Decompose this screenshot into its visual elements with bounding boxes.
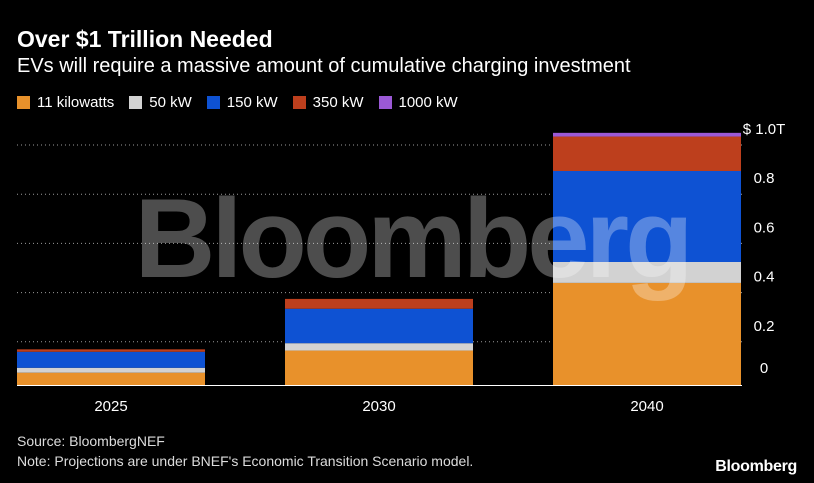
bar-segment bbox=[553, 132, 741, 137]
bar-segment bbox=[285, 308, 473, 344]
bars bbox=[17, 132, 742, 386]
legend-swatch bbox=[292, 96, 306, 109]
bar-segment bbox=[553, 262, 741, 283]
chart-title: Over $1 Trillion Needed bbox=[17, 26, 273, 52]
bar-segment bbox=[17, 351, 205, 368]
watermark: Bloomberg bbox=[134, 176, 689, 301]
legend-item: 350 kW bbox=[292, 94, 364, 111]
legend-swatch bbox=[378, 96, 392, 109]
legend-swatch bbox=[129, 96, 143, 109]
legend-item: 1000 kW bbox=[378, 94, 458, 111]
legend-label: 1000 kW bbox=[398, 94, 458, 111]
bar-segment bbox=[285, 350, 473, 385]
chart-subtitle: EVs will require a massive amount of cum… bbox=[17, 55, 631, 77]
bar-segment bbox=[553, 282, 741, 385]
legend-swatch bbox=[206, 96, 220, 109]
bar-segment bbox=[553, 170, 741, 262]
x-axis-ticks: 2025 2030 2040 bbox=[94, 398, 663, 415]
y-tick-label: 0.6 bbox=[754, 219, 775, 236]
bar-segment bbox=[17, 349, 205, 352]
legend-swatch bbox=[17, 96, 30, 109]
x-tick-label: 2025 bbox=[94, 398, 127, 415]
legend-item: 50 kW bbox=[129, 94, 192, 111]
y-tick-label: 0 bbox=[760, 360, 768, 377]
chart-legend: 11 kilowatts 50 kW 150 kW 350 kW 1000 kW bbox=[17, 94, 473, 111]
bar-segment bbox=[285, 343, 473, 351]
bloomberg-logo: Bloomberg bbox=[715, 458, 797, 475]
footnote: Note: Projections are under BNEF's Econo… bbox=[17, 453, 474, 469]
y-axis-ticks: 0 0.2 0.4 0.6 0.8 $ 1.0T bbox=[743, 121, 786, 377]
x-tick-label: 2040 bbox=[630, 398, 663, 415]
bar-segment bbox=[17, 367, 205, 373]
legend-label: 11 kilowatts bbox=[37, 94, 115, 111]
bar-segment bbox=[553, 136, 741, 171]
y-tick-label: 0.4 bbox=[754, 269, 775, 286]
legend-label: 50 kW bbox=[149, 94, 192, 111]
legend-item: 11 kilowatts bbox=[17, 94, 114, 111]
legend-item: 150 kW bbox=[206, 94, 278, 111]
bar-segment bbox=[285, 298, 473, 309]
y-tick-label: 0.8 bbox=[754, 170, 775, 187]
legend-label: 350 kW bbox=[312, 94, 364, 111]
y-tick-label: $ 1.0T bbox=[743, 121, 786, 138]
x-tick-label: 2030 bbox=[362, 398, 395, 415]
legend-label: 150 kW bbox=[226, 94, 278, 111]
bar-segment bbox=[17, 372, 205, 385]
source-note: Source: BloombergNEF bbox=[17, 433, 165, 449]
y-tick-label: 0.2 bbox=[754, 318, 775, 335]
